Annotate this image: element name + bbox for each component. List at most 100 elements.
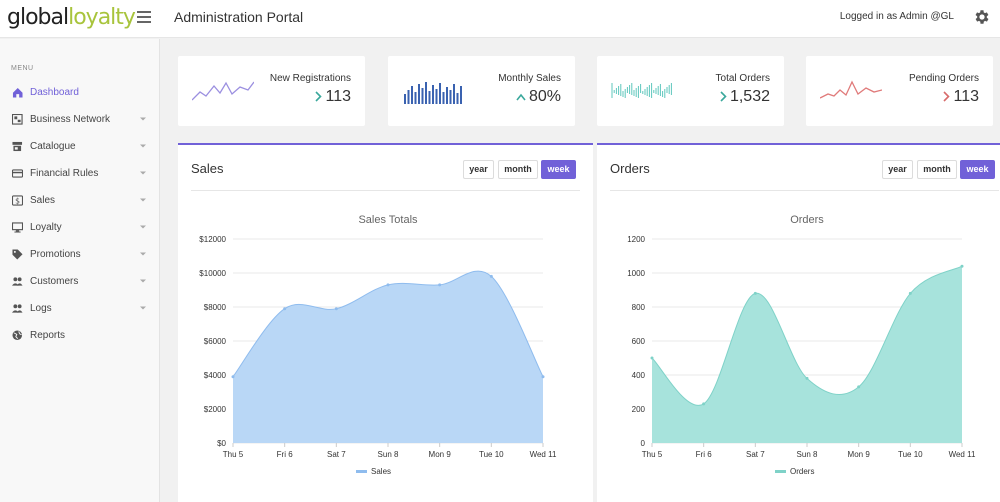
- y-tick-label: 200: [632, 405, 646, 414]
- orders-tab-year[interactable]: year: [882, 160, 913, 179]
- sidebar-item-customers[interactable]: Customers: [0, 269, 160, 296]
- sparkline: [404, 82, 462, 104]
- divider: [191, 190, 580, 191]
- data-point[interactable]: [334, 307, 338, 311]
- trend-right-icon: [315, 91, 323, 102]
- x-tick-label: Fri 6: [277, 450, 294, 459]
- spark-bar: [411, 86, 413, 104]
- spark-line: [820, 80, 882, 99]
- sparkline: [611, 83, 672, 98]
- chevron-down-icon[interactable]: [139, 304, 147, 312]
- people-icon: [12, 277, 23, 286]
- orders-period-tabs: year month week: [882, 160, 995, 179]
- data-point[interactable]: [753, 291, 757, 295]
- spark-bar: [453, 84, 455, 104]
- orders-tab-week[interactable]: week: [960, 160, 995, 179]
- y-tick-label: 600: [632, 337, 646, 346]
- x-tick-label: Sun 8: [797, 450, 818, 459]
- spark-bar: [435, 89, 438, 104]
- sidebar-item-label: Logs: [30, 303, 52, 314]
- x-tick-label: Mon 9: [848, 450, 871, 459]
- svg-text:$: $: [15, 196, 20, 205]
- spark-line: [611, 83, 672, 98]
- data-point[interactable]: [489, 274, 493, 278]
- chevron-down-icon[interactable]: [139, 250, 147, 258]
- stat-value-row: 1,532: [720, 88, 770, 106]
- chevron-down-icon[interactable]: [139, 277, 147, 285]
- sidebar-item-financial-rules[interactable]: Financial Rules: [0, 161, 160, 188]
- orders-chart: Orders 0 200 400 600 800 1000 1200 Thu 5 Fri 6 Sat…: [627, 214, 976, 476]
- top-bar: globalloyalty Administration Portal Logg…: [0, 0, 1000, 38]
- sales-tab-year[interactable]: year: [463, 160, 494, 179]
- sidebar-item-business-network[interactable]: Business Network: [0, 107, 160, 134]
- stat-title: New Registrations: [269, 73, 351, 84]
- sales-panel-title: Sales: [191, 161, 224, 176]
- y-tick-label: $2000: [204, 405, 227, 414]
- legend-swatch[interactable]: [775, 470, 786, 473]
- settings-gear-icon[interactable]: [973, 8, 991, 26]
- data-point[interactable]: [908, 291, 912, 295]
- data-point[interactable]: [231, 375, 235, 379]
- chevron-down-icon[interactable]: [139, 223, 147, 231]
- data-point[interactable]: [960, 264, 964, 268]
- orders-panel-title: Orders: [610, 161, 650, 176]
- data-point[interactable]: [650, 356, 654, 360]
- chevron-down-icon[interactable]: [139, 169, 147, 177]
- data-point[interactable]: [805, 376, 809, 380]
- x-tick-label: Sat 7: [327, 450, 346, 459]
- data-point[interactable]: [438, 283, 442, 287]
- sidebar-item-sales[interactable]: $ Sales: [0, 188, 160, 215]
- stat-value-row: 113: [315, 88, 351, 106]
- orders-panel: Orders year month week Orders 0 200 400 600 8…: [597, 143, 1000, 502]
- y-tick-label: 0: [641, 439, 646, 448]
- y-tick-label: $10000: [199, 269, 226, 278]
- tag-icon: [12, 249, 23, 260]
- stat-value: 113: [325, 88, 351, 105]
- sales-period-tabs: year month week: [463, 160, 576, 179]
- data-point[interactable]: [283, 307, 287, 311]
- chevron-down-icon[interactable]: [139, 142, 147, 150]
- sidebar-item-label: Reports: [30, 330, 66, 341]
- sparkline: [192, 81, 254, 101]
- y-tick-label: 1000: [627, 269, 645, 278]
- x-tick-label: Mon 9: [429, 450, 452, 459]
- home-icon: [12, 87, 23, 98]
- stat-value-row: 80%: [516, 88, 561, 106]
- data-point[interactable]: [702, 402, 706, 406]
- series-area: [233, 271, 543, 443]
- sidebar-item-logs[interactable]: Logs: [0, 296, 160, 323]
- chart-title: Sales Totals: [358, 214, 418, 226]
- chevron-down-icon[interactable]: [139, 196, 147, 204]
- orders-tab-month[interactable]: month: [917, 160, 957, 179]
- legend-label[interactable]: Sales: [371, 467, 391, 476]
- card-icon: [12, 169, 23, 178]
- spark-bar: [428, 91, 431, 104]
- logo[interactable]: globalloyalty: [7, 5, 136, 30]
- stat-value: 113: [953, 88, 979, 105]
- sales-tab-month[interactable]: month: [498, 160, 538, 179]
- data-point[interactable]: [857, 385, 861, 389]
- x-tick-label: Thu 5: [223, 450, 244, 459]
- sidebar-item-dashboard[interactable]: Dashboard: [0, 80, 160, 107]
- sidebar-item-label: Financial Rules: [30, 168, 99, 179]
- data-point[interactable]: [386, 283, 390, 287]
- logged-in-status: Logged in as Admin @GL: [839, 11, 954, 22]
- legend-label[interactable]: Orders: [790, 467, 814, 476]
- hamburger-menu-icon[interactable]: [137, 11, 151, 23]
- chevron-down-icon[interactable]: [139, 115, 147, 123]
- spark-bar: [460, 86, 462, 104]
- legend-swatch[interactable]: [356, 470, 367, 473]
- sidebar-item-catalogue[interactable]: Catalogue: [0, 134, 160, 161]
- sidebar-item-reports[interactable]: Reports: [0, 323, 160, 350]
- sidebar-item-loyalty[interactable]: Loyalty: [0, 215, 160, 242]
- sales-tab-week[interactable]: week: [541, 160, 576, 179]
- stat-value: 1,532: [729, 88, 770, 105]
- sidebar-item-promotions[interactable]: Promotions: [0, 242, 160, 269]
- sales-chart: Sales Totals $0 $2000 $4000 $6000 $8000 $10000…: [199, 214, 557, 476]
- sidebar-item-label: Sales: [30, 195, 56, 206]
- sidebar-item-label: Business Network: [30, 114, 111, 125]
- x-tick-label: Wed 11: [949, 450, 976, 459]
- x-tick-label: Sat 7: [746, 450, 765, 459]
- globe-icon: [12, 330, 23, 341]
- data-point[interactable]: [541, 375, 545, 379]
